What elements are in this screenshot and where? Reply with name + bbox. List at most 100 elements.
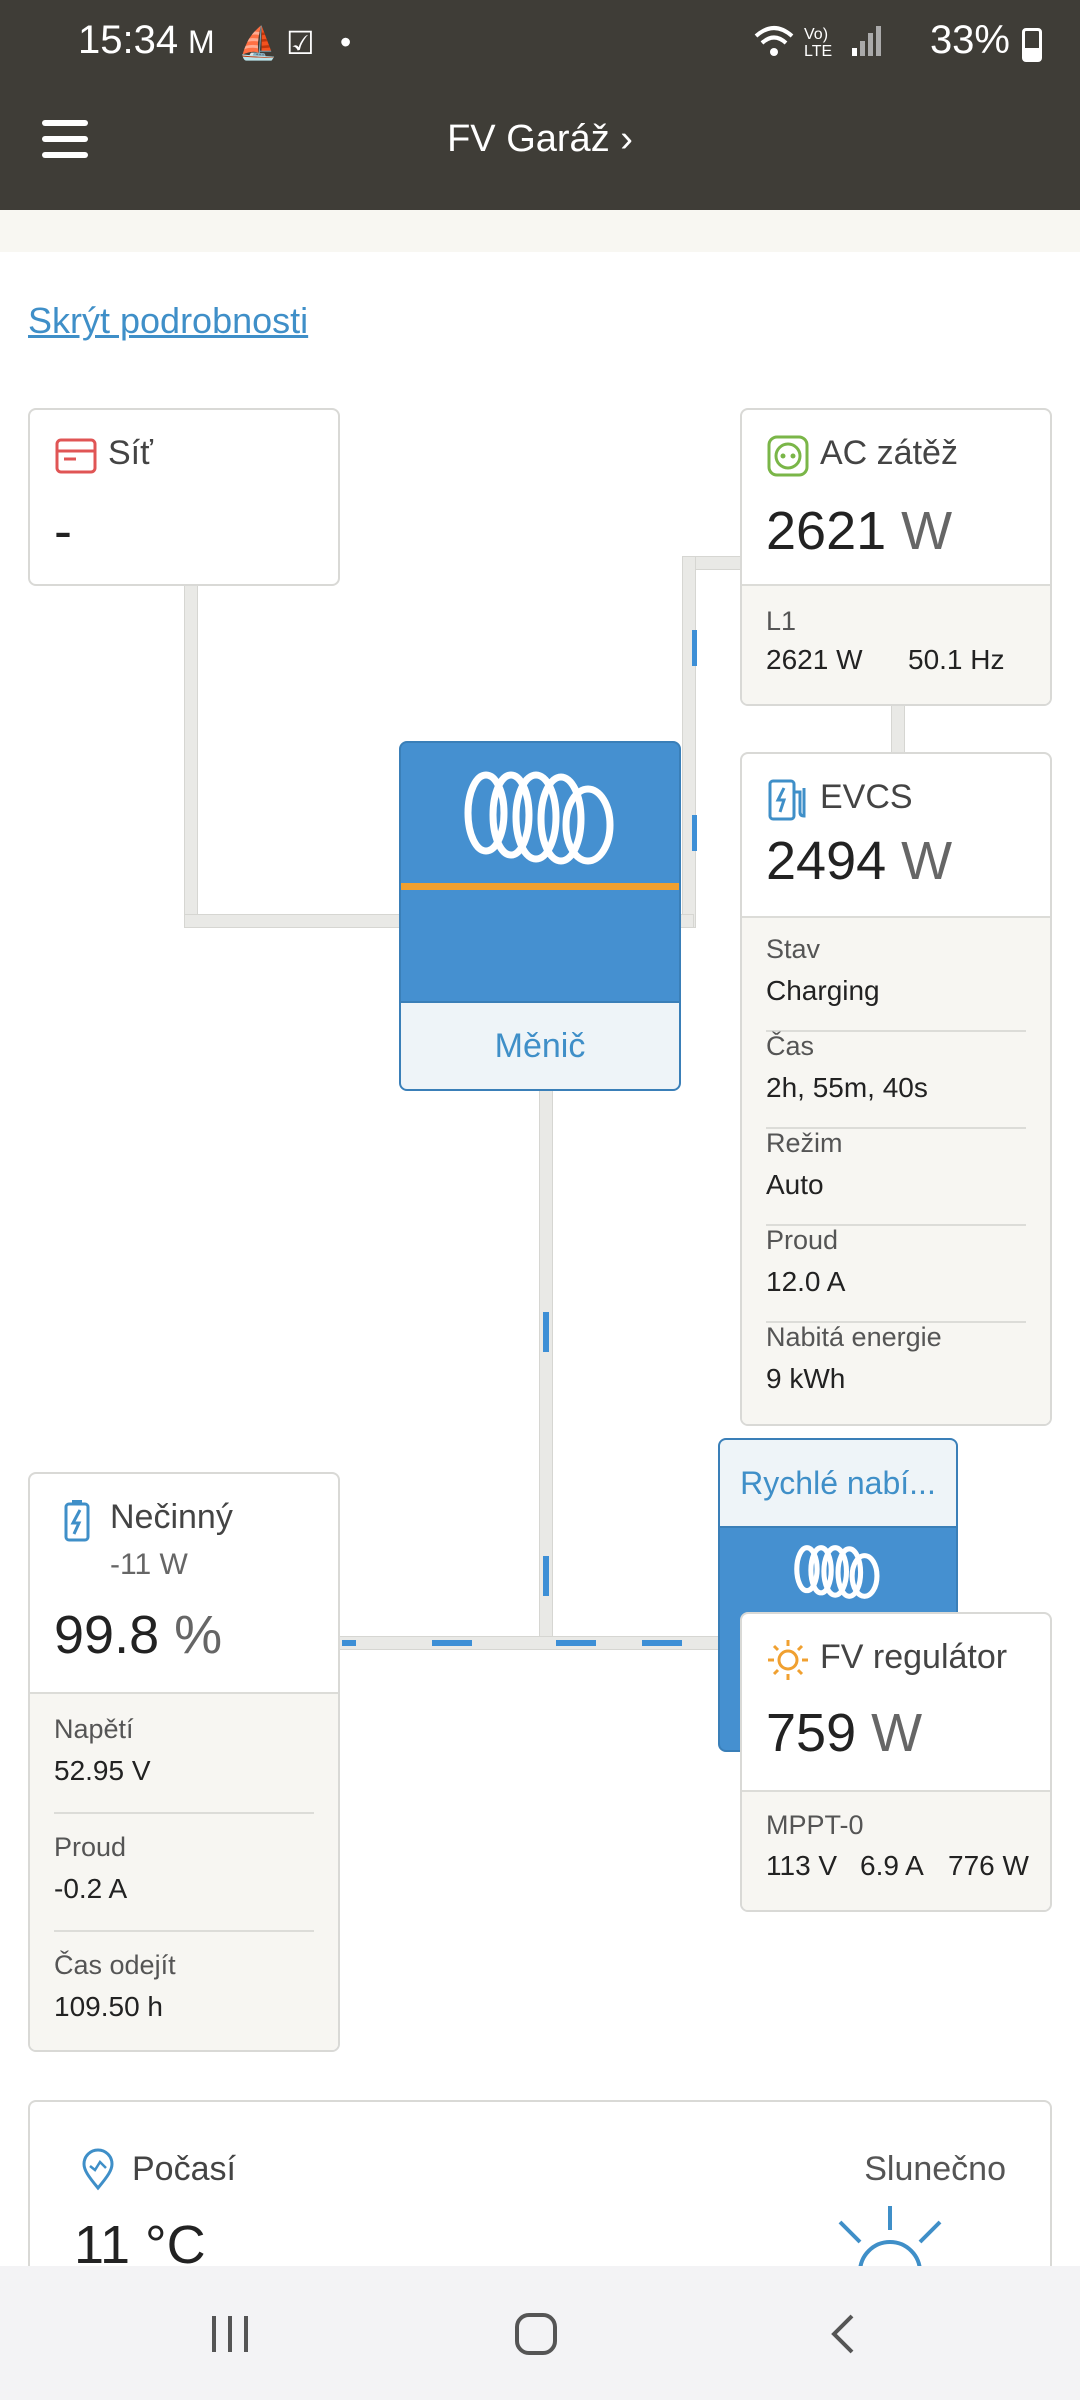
battery-row: Čas odejít 109.50 h	[54, 1950, 314, 2040]
evcs-row: Stav Charging	[766, 934, 1026, 1032]
evcs-row-value: 2h, 55m, 40s	[766, 1072, 928, 1103]
grid-value: -	[54, 501, 72, 561]
evcs-row-value: 9 kWh	[766, 1363, 846, 1394]
grid-title: Síť	[108, 434, 153, 472]
sun-weather-icon	[838, 2206, 942, 2273]
evcs-row-value: Charging	[766, 975, 880, 1006]
pv-tracker-power: 776 W	[948, 1850, 1029, 1881]
dc-flow-marker	[642, 1640, 682, 1646]
pv-voltage: 113 V	[766, 1850, 838, 1881]
pv-power-value: 759	[766, 1703, 857, 1763]
battery-state: Nečinný	[110, 1498, 233, 1536]
evcs-power: 2494 W	[766, 830, 952, 892]
evcs-row-label: Proud	[766, 1225, 839, 1255]
pv-details: MPPT-0 113 V 6.9 A 776 W	[742, 1790, 1050, 1910]
signal-icon	[850, 24, 882, 66]
battery-soc-unit: %	[174, 1605, 223, 1665]
ac-load-title: AC zátěž	[820, 434, 958, 472]
dc-flow-marker	[556, 1640, 596, 1646]
battery-row-label: Proud	[54, 1832, 127, 1862]
ac-load-connector-join	[680, 914, 694, 928]
evcs-row-label: Režim	[766, 1128, 843, 1158]
dc-flow-marker	[432, 1640, 472, 1646]
inverter-label: Měnič	[401, 1001, 679, 1089]
clock: 15:34	[78, 18, 179, 62]
sub-header-strip	[0, 210, 1080, 252]
ac-frequency: 50.1 Hz	[908, 644, 1005, 675]
dc-flow-marker	[543, 1312, 549, 1352]
evcs-row-value: 12.0 A	[766, 1266, 846, 1297]
wifi-icon	[752, 24, 796, 68]
weather-condition: Slunečno	[864, 2150, 1006, 2188]
site-title-button[interactable]: FV Garáž ›	[447, 118, 633, 160]
menu-icon[interactable]	[42, 120, 90, 160]
more-dot-icon: •	[340, 24, 352, 60]
victron-logo-icon	[794, 1545, 880, 1599]
evcs-row: Režim Auto	[766, 1128, 1026, 1226]
battery-row-value: -0.2 A	[54, 1873, 128, 1904]
pv-charger-card[interactable]: FV regulátor 759 W MPPT-0 113 V 6.9 A 77…	[740, 1612, 1052, 1912]
pv-current: 6.9 A	[860, 1850, 924, 1881]
battery-icon	[1022, 28, 1042, 62]
evcs-title: EVCS	[820, 778, 913, 816]
grid-connector-line	[184, 584, 198, 928]
battery-power: -11 W	[110, 1548, 188, 1581]
fast-charger-label: Rychlé nabí...	[720, 1440, 956, 1528]
evcs-row: Proud 12.0 A	[766, 1225, 1026, 1323]
gmail-icon: M	[188, 24, 215, 60]
app-notification-icon: ⛵	[238, 25, 278, 61]
back-button[interactable]	[822, 2312, 866, 2356]
app-bar: FV Garáž ›	[0, 88, 1080, 210]
battery-icon	[64, 1500, 90, 1542]
ac-flow-marker	[692, 815, 697, 851]
pv-title: FV regulátor	[820, 1638, 1008, 1676]
battery-card[interactable]: Nečinný -11 W 99.8 % Napětí 52.95 V Prou…	[28, 1472, 340, 2052]
evcs-details: Stav Charging Čas 2h, 55m, 40s Režim Aut…	[742, 916, 1050, 1424]
ac-phase-label: L1	[766, 606, 797, 636]
battery-details: Napětí 52.95 V Proud -0.2 A Čas odejít 1…	[30, 1692, 338, 2050]
location-pin-icon	[82, 2148, 114, 2191]
pv-tracker-label: MPPT-0	[766, 1810, 864, 1840]
weather-title: Počasí	[132, 2150, 236, 2188]
evcs-row-value: Auto	[766, 1169, 824, 1200]
recent-apps-button[interactable]	[208, 2312, 252, 2356]
pv-power: 759 W	[766, 1702, 922, 1764]
battery-row: Napětí 52.95 V	[54, 1714, 314, 1814]
ac-phase-power: 2621 W	[766, 644, 863, 675]
battery-row: Proud -0.2 A	[54, 1832, 314, 1932]
battery-row-label: Čas odejít	[54, 1950, 176, 1980]
victron-logo-icon	[464, 771, 614, 865]
inverter-card[interactable]: Měnič	[399, 741, 681, 1091]
battery-soc: 99.8 %	[54, 1604, 222, 1666]
ac-evcs-connector	[891, 700, 905, 756]
system-navigation-bar	[0, 2266, 1080, 2400]
inverter-accent-stripe	[401, 883, 679, 890]
battery-row-value: 52.95 V	[54, 1755, 151, 1786]
status-bar: 15:34 M ⛵ ☑ • Vo) LTE 33%	[0, 0, 1080, 88]
battery-row-label: Napětí	[54, 1714, 134, 1744]
battery-soc-value: 99.8	[54, 1605, 160, 1665]
socket-icon	[767, 435, 809, 477]
battery-row-value: 109.50 h	[54, 1991, 163, 2022]
ac-flow-marker	[692, 630, 697, 666]
pv-power-unit: W	[871, 1703, 923, 1763]
home-button[interactable]	[514, 2312, 558, 2356]
evcs-row-label: Nabitá energie	[766, 1322, 942, 1352]
battery-level: 33%	[929, 18, 1010, 62]
evcs-row: Nabitá energie 9 kWh	[766, 1322, 1026, 1418]
evcs-row-label: Stav	[766, 934, 821, 964]
ac-load-power-unit: W	[901, 501, 953, 561]
ac-load-card[interactable]: AC zátěž 2621 W L1 2621 W 50.1 Hz	[740, 408, 1052, 706]
hide-details-link[interactable]: Skrýt podrobnosti	[28, 300, 309, 341]
ac-load-details: L1 2621 W 50.1 Hz	[742, 584, 1050, 704]
volte-icon: Vo) LTE	[804, 26, 833, 60]
dc-flow-marker	[543, 1556, 549, 1596]
ac-load-connector-line	[682, 556, 696, 928]
evcs-power-unit: W	[901, 831, 953, 891]
evcs-card[interactable]: EVCS 2494 W Stav Charging Čas 2h, 55m, 4…	[740, 752, 1052, 1426]
grid-card[interactable]: Síť -	[28, 408, 340, 586]
ev-charger-icon	[768, 779, 806, 821]
evcs-row: Čas 2h, 55m, 40s	[766, 1031, 1026, 1129]
dc-flow-marker	[342, 1640, 356, 1646]
ac-load-power: 2621 W	[766, 500, 952, 562]
